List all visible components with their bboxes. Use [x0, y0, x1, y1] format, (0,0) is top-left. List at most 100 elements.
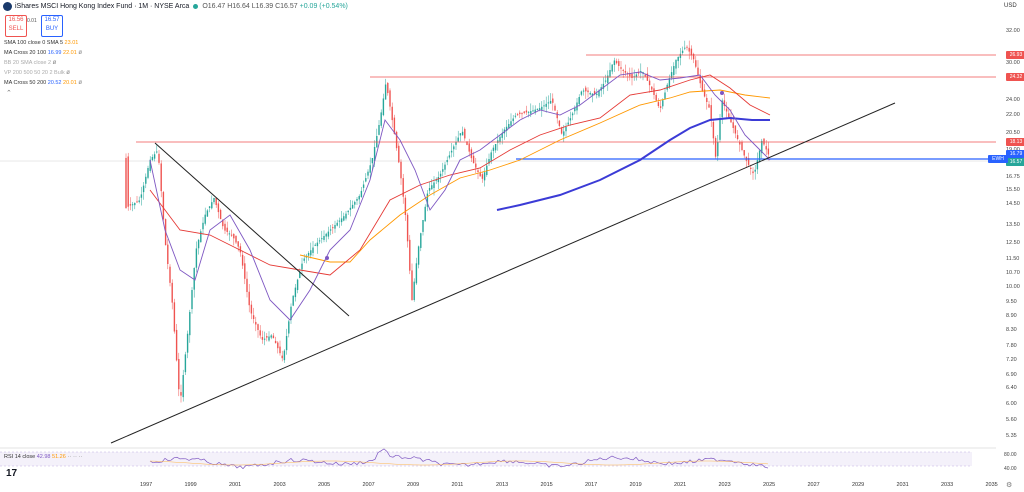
candle-body — [470, 149, 473, 159]
candle-body — [274, 340, 277, 344]
time-tick-label: 2009 — [407, 482, 420, 488]
candle-body — [598, 90, 600, 97]
price-level-label[interactable]: 16.79 — [1006, 150, 1024, 158]
price-level-label[interactable]: EWH — [988, 155, 1008, 163]
candle-body — [571, 113, 574, 116]
horizontal-levels — [136, 54, 996, 160]
indicator-ma-cross-50-200[interactable]: MA Cross 50 200 20.52 20.01 ø — [4, 80, 82, 86]
collapse-chevron-icon[interactable]: ⌃ — [6, 90, 12, 97]
price-chart[interactable] — [0, 0, 996, 480]
candle-body — [552, 98, 554, 103]
time-axis[interactable]: 1997 1999 2001 2003 2005 2007 2009 2011 2013 2015… — [0, 480, 998, 492]
candle-body — [312, 247, 314, 253]
price-tick-label: 12.50 — [1006, 240, 1020, 246]
candle-body — [741, 141, 743, 150]
eye-off-icon[interactable]: ø — [66, 70, 70, 76]
indicator-ma-cross-20-100[interactable]: MA Cross 20 100 16.99 22.01 ø — [4, 50, 82, 56]
rsi-band — [0, 452, 972, 466]
price-axis[interactable]: 32.0030.0026.0024.0022.0020.5019.0017.50… — [988, 0, 1024, 440]
candle-body — [272, 335, 275, 339]
rsi-indicator[interactable]: RSI 14 close 42.98 51.26 ·· ·· ·· — [4, 454, 83, 460]
time-tick-label: 2027 — [807, 482, 820, 488]
time-tick-label: 2003 — [273, 482, 286, 488]
rsi-ma-line — [150, 460, 769, 466]
candle-body — [708, 104, 710, 108]
price-level-label[interactable]: 24.32 — [1006, 73, 1024, 81]
more-icon[interactable]: ·· ·· ·· — [67, 454, 83, 460]
candle-body — [717, 142, 719, 157]
candle-body — [486, 165, 488, 176]
indicator-vp[interactable]: VP 200 500 50 20 2 Bulk ø — [4, 70, 70, 76]
candle-body — [239, 246, 242, 253]
candle-body — [158, 153, 160, 163]
eye-off-icon[interactable]: ø — [78, 80, 82, 86]
trend-lines[interactable] — [110, 102, 896, 444]
price-level-label[interactable]: 26.93 — [1006, 51, 1024, 59]
time-tick-label: 2031 — [896, 482, 909, 488]
candle-body — [131, 204, 134, 206]
ma-100-line — [299, 89, 771, 263]
price-level-label[interactable]: 18.13 — [1006, 138, 1024, 146]
candle-body — [182, 375, 184, 398]
candle-body — [739, 141, 741, 145]
settings-gear-icon[interactable]: ⚙ — [1006, 482, 1013, 489]
candle-body — [446, 160, 448, 163]
candle-body — [226, 227, 228, 232]
candle-body — [461, 131, 464, 136]
symbol-title[interactable]: iShares MSCI Hong Kong Index Fund · 1M ·… — [15, 3, 190, 10]
candle-body — [151, 157, 154, 161]
candle-body — [534, 109, 536, 113]
symbol-logo-icon — [3, 1, 12, 11]
candle-body — [505, 126, 508, 132]
price-level-label[interactable]: 16.57 — [1006, 158, 1024, 166]
candle-body — [171, 282, 173, 303]
candle-body — [202, 222, 204, 230]
rsi-label-text: RSI 14 close — [4, 454, 36, 460]
candle-body — [714, 138, 717, 157]
indicator-bb[interactable]: BB 20 SMA close 2 ø — [4, 60, 56, 66]
candle-body — [173, 302, 176, 332]
candle-body — [719, 120, 721, 140]
candle-body — [472, 155, 475, 164]
candle-body — [662, 100, 664, 107]
candle-body — [483, 172, 486, 181]
candle-body — [591, 93, 594, 96]
indicator-sma[interactable]: SMA 100 close 0 SMA 5 23.01 — [4, 40, 78, 46]
candle-body — [481, 174, 484, 179]
price-tick-label: 7.80 — [1006, 343, 1017, 349]
candle-body — [228, 233, 231, 235]
candle-body — [437, 177, 440, 183]
price-tick-label: 7.20 — [1006, 357, 1017, 363]
currency-label[interactable]: USD — [1004, 3, 1017, 9]
candle-body — [409, 239, 411, 271]
candle-body — [448, 155, 451, 158]
eye-off-icon[interactable]: ø — [78, 50, 82, 56]
candle-body — [547, 102, 550, 104]
candle-body — [703, 89, 706, 97]
eye-off-icon[interactable]: ø — [52, 60, 57, 66]
price-tick-label: 8.90 — [1006, 313, 1017, 319]
time-tick-label: 2023 — [718, 482, 731, 488]
candle-body — [358, 196, 360, 200]
candle-body — [637, 72, 640, 74]
candle-body — [648, 80, 651, 86]
candle-body — [329, 229, 332, 231]
candle-body — [712, 121, 715, 139]
candle-body — [178, 358, 180, 390]
candle-body — [750, 167, 752, 169]
price-tick-label: 20.50 — [1006, 130, 1020, 136]
candle-body — [615, 60, 618, 64]
candle-body — [268, 336, 270, 341]
indicator-value: 22.01 — [63, 50, 77, 56]
candle-body — [290, 306, 292, 320]
indicator-value: 20.52 — [47, 80, 62, 86]
candle-body — [296, 279, 299, 291]
candle-body — [147, 168, 149, 178]
candle-body — [618, 61, 620, 66]
buy-button[interactable]: 16.57 BUY — [41, 15, 63, 37]
candle-body — [455, 142, 457, 145]
tradingview-logo-icon[interactable]: 17 — [6, 468, 18, 479]
candle-body — [303, 258, 305, 261]
candle-body — [752, 171, 754, 174]
sell-button[interactable]: 16.56 SELL — [5, 15, 27, 37]
